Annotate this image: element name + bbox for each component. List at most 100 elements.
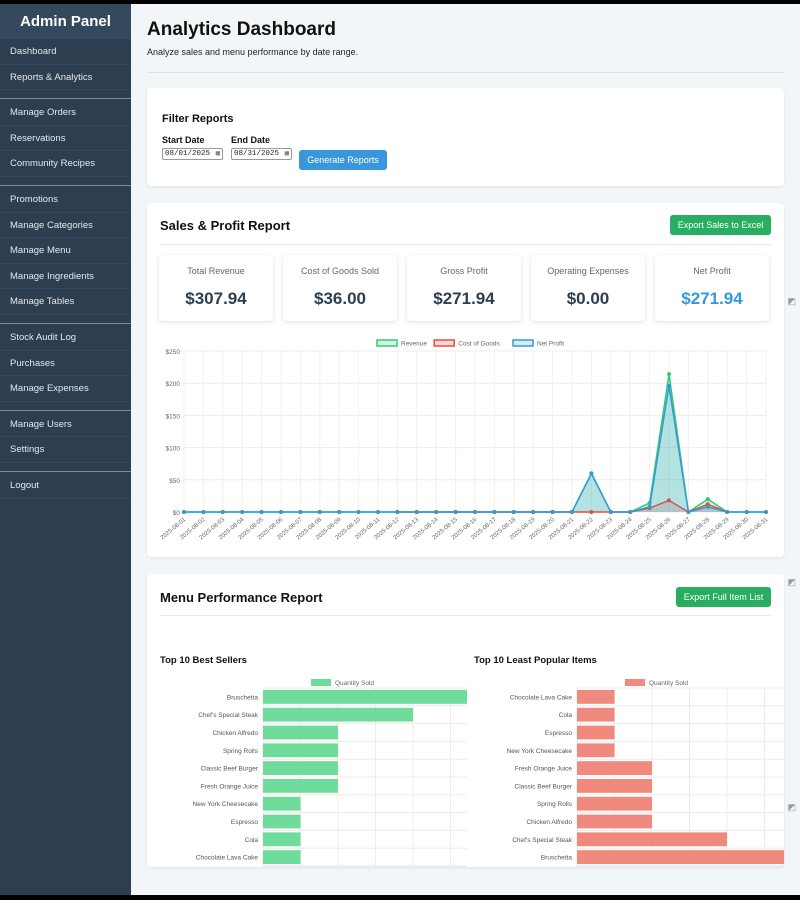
stat-label: Cost of Goods Sold: [300, 266, 380, 276]
data-point: [764, 510, 768, 514]
sidebar-item-manage-categories[interactable]: Manage Categories: [0, 213, 131, 239]
stat-value: $271.94: [681, 289, 743, 308]
export-items-button[interactable]: Export Full Item List: [676, 587, 771, 607]
sidebar-item-manage-users[interactable]: Manage Users: [0, 412, 131, 438]
sidebar-item-logout[interactable]: Logout: [0, 473, 131, 499]
legend-label: Revenue: [401, 341, 427, 348]
legend-label: Cost of Goods: [458, 341, 500, 348]
data-point: [628, 510, 633, 514]
stat-value: $307.94: [185, 289, 247, 308]
divider: [160, 244, 771, 245]
end-date-input[interactable]: 08/31/2025 ▦: [231, 148, 292, 160]
divider: [160, 615, 771, 616]
start-date-input[interactable]: 08/01/2025 ▦: [162, 148, 223, 160]
y-tick-label: Chef's Special Steak: [512, 837, 573, 844]
data-point: [317, 510, 322, 514]
export-sales-button[interactable]: Export Sales to Excel: [670, 215, 771, 235]
data-point: [667, 372, 671, 377]
sidebar-item-purchases[interactable]: Purchases: [0, 351, 131, 377]
data-point: [725, 510, 730, 514]
y-tick-label: Chef's Special Steak: [198, 712, 259, 719]
calendar-icon[interactable]: ▦: [215, 150, 220, 158]
end-date-value: 08/31/2025: [234, 150, 280, 158]
sidebar-item-reservations[interactable]: Reservations: [0, 126, 131, 152]
bar: [263, 761, 338, 775]
divider: [147, 72, 784, 73]
page-subtitle: Analyze sales and menu performance by da…: [147, 47, 359, 57]
data-point: [705, 497, 710, 502]
generate-reports-button[interactable]: Generate Reports: [299, 150, 387, 170]
sidebar-brand: Admin Panel: [0, 4, 131, 39]
sidebar-item-dashboard[interactable]: Dashboard: [0, 39, 131, 65]
bar: [263, 796, 301, 811]
legend-label: Quantity Sold: [649, 680, 688, 687]
y-tick-label: Spring Rolls: [223, 748, 259, 755]
y-tick-label: New York Cheesecake: [507, 748, 573, 755]
legend-label: Quantity Sold: [335, 680, 374, 687]
sidebar-item-promotions[interactable]: Promotions: [0, 187, 131, 213]
data-point: [647, 504, 652, 509]
bar: [577, 743, 615, 758]
sidebar: Admin Panel Dashboard Reports & Analytics…: [0, 4, 131, 895]
sidebar-divider: [0, 315, 131, 324]
data-point: [279, 510, 283, 514]
data-point: [705, 504, 710, 509]
bar: [263, 850, 301, 864]
sidebar-item-stock-audit-log[interactable]: Stock Audit Log: [0, 325, 131, 351]
stat-label: Total Revenue: [187, 266, 245, 276]
sidebar-item-manage-menu[interactable]: Manage Menu: [0, 238, 131, 264]
stat-value: $271.94: [433, 289, 495, 308]
bar: [263, 743, 338, 758]
data-point: [511, 510, 516, 514]
sidebar-item-manage-orders[interactable]: Manage Orders: [0, 100, 131, 126]
stat-card: Total Revenue $307.94: [159, 255, 273, 321]
sidebar-item-manage-expenses[interactable]: Manage Expenses: [0, 376, 131, 402]
data-point: [182, 510, 186, 514]
sidebar-item-community-recipes[interactable]: Community Recipes: [0, 151, 131, 177]
bar: [577, 779, 652, 793]
data-point: [337, 510, 342, 514]
data-point: [589, 471, 594, 476]
data-point: [395, 510, 400, 514]
data-point: [356, 510, 361, 514]
legend-swatch: [625, 679, 645, 686]
sidebar-item-manage-ingredients[interactable]: Manage Ingredients: [0, 264, 131, 290]
sidebar-item-manage-tables[interactable]: Manage Tables: [0, 289, 131, 315]
data-point: [220, 510, 225, 514]
menu-title: Menu Performance Report: [160, 590, 323, 605]
bar: [577, 814, 652, 829]
data-point: [298, 510, 303, 514]
legend-swatch: [512, 339, 534, 347]
y-tick-label: Fresh Orange Juice: [515, 766, 572, 773]
menu-card: Menu Performance Report Export Full Item…: [147, 574, 784, 867]
chart-title: Top 10 Best Sellers: [160, 655, 247, 666]
bar: [577, 707, 615, 722]
sidebar-item-reports-analytics[interactable]: Reports & Analytics: [0, 65, 131, 91]
legend-label: Net Profit: [537, 341, 564, 348]
stat-card: Operating Expenses $0.00: [531, 255, 645, 321]
data-point: [453, 510, 458, 514]
data-point: [492, 510, 497, 514]
y-tick-label: Chicken Alfredo: [212, 730, 258, 737]
image-icon: ◩: [787, 296, 796, 306]
sales-title: Sales & Profit Report: [160, 218, 291, 233]
bar: [577, 761, 652, 775]
filter-card: Filter Reports Start Date 08/01/2025 ▦ En…: [147, 88, 784, 186]
bar: [263, 725, 338, 740]
data-point: [667, 383, 671, 388]
bar: [263, 814, 301, 829]
data-point: [259, 510, 264, 514]
sidebar-item-settings[interactable]: Settings: [0, 437, 131, 463]
y-tick-label: Espresso: [545, 730, 572, 737]
page-title: Analytics Dashboard: [147, 19, 336, 40]
calendar-icon[interactable]: ▦: [284, 150, 289, 158]
image-icon: ◩: [787, 802, 796, 812]
bar: [577, 796, 652, 811]
data-point: [744, 510, 749, 514]
data-point: [589, 510, 594, 514]
start-date-value: 08/01/2025: [165, 150, 211, 158]
stat-label: Gross Profit: [440, 266, 488, 276]
stat-card: Cost of Goods Sold $36.00: [283, 255, 397, 321]
chart-title: Top 10 Least Popular Items: [474, 655, 597, 666]
